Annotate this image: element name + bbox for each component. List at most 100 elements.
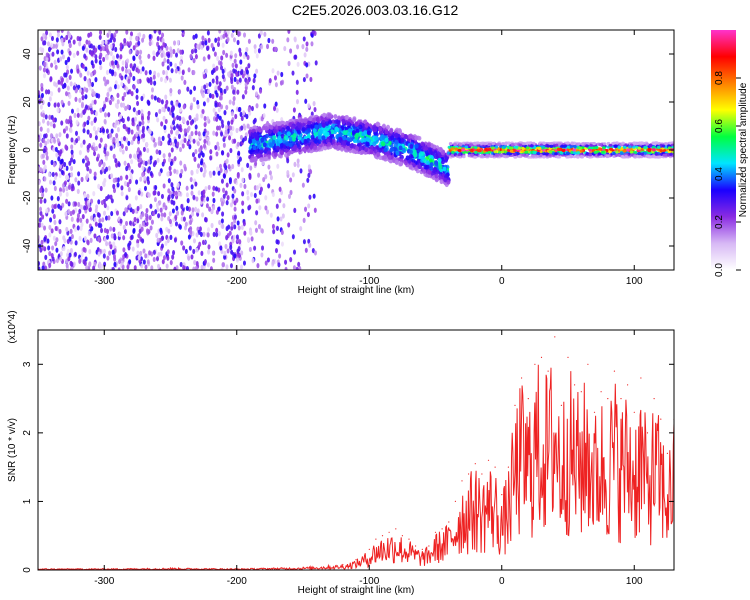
spectral-blob	[40, 92, 44, 99]
spectral-blob	[277, 262, 281, 268]
spectral-blob	[207, 88, 211, 95]
spectral-blob	[145, 228, 149, 234]
spectral-blob	[122, 247, 126, 253]
spectral-blob	[55, 247, 59, 253]
spectral-blob	[122, 102, 126, 108]
spectral-blob	[141, 221, 145, 227]
spectral-blob	[222, 142, 226, 148]
spectral-blob	[328, 120, 333, 125]
spectral-blob	[69, 127, 73, 134]
spectral-blob	[255, 53, 259, 59]
spectral-blob	[61, 183, 65, 189]
spectral-blob	[164, 78, 168, 84]
spectral-blob	[139, 250, 143, 257]
spectral-blob	[260, 116, 264, 122]
spectral-blob	[58, 191, 62, 197]
spectral-blob	[141, 66, 145, 72]
spectral-blob	[303, 139, 308, 144]
spectral-blob	[49, 217, 53, 223]
spectral-blob	[111, 71, 115, 77]
spectral-blob	[399, 161, 404, 167]
spectral-blob	[484, 147, 488, 152]
spectral-blob	[152, 210, 156, 217]
spectral-blob	[164, 118, 168, 125]
spectral-blob	[170, 100, 174, 106]
spectral-blob	[416, 160, 421, 166]
spectral-blob	[420, 141, 425, 147]
spectral-blob	[125, 220, 129, 227]
spectral-blob	[222, 262, 226, 268]
spectral-blob	[236, 39, 240, 46]
spectral-blob	[76, 112, 80, 118]
spectral-blob	[233, 76, 237, 82]
spectral-blob	[44, 114, 48, 120]
spectral-blob	[304, 98, 308, 104]
spectral-blob	[364, 122, 369, 128]
spectral-blob	[233, 206, 237, 212]
spectral-blob	[264, 133, 269, 139]
spectral-blob	[204, 68, 208, 74]
spectral-blob	[163, 57, 167, 64]
spectral-blob	[134, 116, 138, 122]
spectral-blob	[273, 75, 277, 81]
spectral-blob	[290, 124, 295, 130]
spectral-blob	[217, 36, 221, 42]
spectral-blob	[134, 195, 138, 201]
spectral-blob	[112, 226, 116, 233]
spectral-blob	[422, 169, 427, 174]
spectral-blob	[237, 31, 241, 37]
spectral-blob	[86, 193, 90, 199]
spectral-blob	[257, 126, 262, 132]
spectral-blob	[48, 32, 52, 38]
chart-title: C2E5.2026.003.03.16.G12	[291, 2, 459, 18]
spectral-blob	[111, 266, 115, 270]
spectral-blob	[110, 173, 114, 179]
spectral-blob	[513, 155, 518, 159]
spectral-blob	[470, 149, 474, 153]
spectral-blob	[225, 104, 229, 111]
spectral-blob	[65, 263, 69, 269]
spectral-blob	[160, 121, 164, 127]
spectral-blob	[231, 163, 235, 170]
spectral-blob	[289, 189, 293, 196]
spectral-blob	[50, 42, 54, 48]
spectral-blob	[473, 145, 478, 150]
spectral-blob	[60, 30, 64, 34]
spectral-blob	[112, 183, 116, 189]
spectral-blob	[234, 53, 238, 59]
spectral-blob	[131, 117, 135, 123]
spectral-blob	[99, 52, 103, 58]
spectral-blob	[65, 191, 69, 197]
spectral-blob	[237, 225, 241, 231]
spectral-blob	[62, 235, 66, 241]
spectral-blob	[235, 257, 239, 263]
spectral-blob	[129, 35, 133, 41]
spectral-blob	[48, 232, 52, 238]
spectral-blob	[133, 63, 137, 69]
spectral-blob	[129, 172, 133, 178]
spectral-blob	[203, 84, 207, 90]
spectral-blob	[171, 254, 175, 260]
spectral-blob	[76, 68, 80, 74]
spectral-blob	[307, 164, 311, 170]
spectral-blob	[204, 185, 208, 192]
spectral-blob	[157, 136, 161, 142]
spectral-blob	[256, 153, 261, 159]
spectral-blob	[292, 146, 297, 152]
spectral-blob	[220, 55, 224, 61]
spectral-blob	[317, 123, 322, 129]
spectral-blob	[199, 160, 203, 166]
spectral-blob	[137, 162, 141, 168]
spectral-blob	[209, 149, 213, 155]
spectral-blob	[105, 128, 109, 134]
spectral-blob	[60, 158, 64, 164]
spectral-blob	[97, 236, 101, 242]
spectral-blob	[217, 206, 221, 212]
spectral-blob	[202, 189, 206, 195]
spectral-blob	[67, 256, 71, 262]
spectral-blob	[81, 63, 85, 69]
spectral-blob	[102, 181, 106, 187]
spectral-blob	[219, 245, 223, 251]
spectral-blob	[125, 62, 129, 68]
spectral-blob	[185, 205, 189, 211]
